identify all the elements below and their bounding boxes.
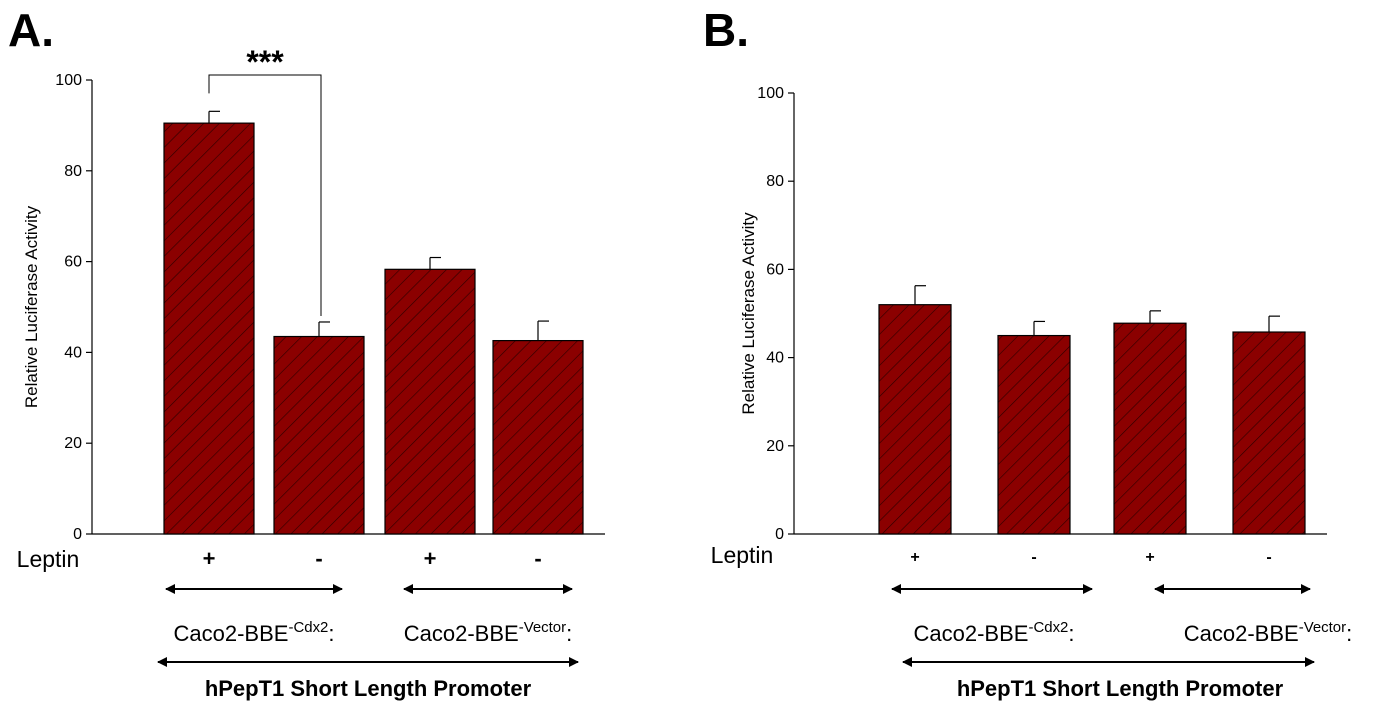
group-label-tail: : bbox=[1068, 621, 1074, 646]
group-label-superscript: -Vector bbox=[519, 619, 566, 636]
y-tick-label: 40 bbox=[64, 344, 82, 361]
y-tick-label: 60 bbox=[766, 261, 784, 278]
bar bbox=[1232, 331, 1306, 535]
y-tick-label: 100 bbox=[757, 85, 784, 102]
group-label-tail: : bbox=[328, 621, 334, 646]
bar bbox=[997, 334, 1071, 535]
group-label: Caco2-BBE-Cdx2: bbox=[174, 619, 335, 646]
y-tick-label: 60 bbox=[64, 254, 82, 271]
y-tick-label: 20 bbox=[64, 435, 82, 452]
leptin-sign: + bbox=[1145, 549, 1154, 566]
group-label: Caco2-BBE-Cdx2: bbox=[914, 619, 1075, 646]
bar bbox=[384, 268, 476, 535]
panel-label: A. bbox=[8, 4, 54, 56]
y-tick-label: 80 bbox=[766, 173, 784, 190]
leptin-sign: - bbox=[1031, 549, 1036, 566]
significance-stars: *** bbox=[246, 44, 284, 80]
bar bbox=[1113, 322, 1187, 535]
bar bbox=[492, 339, 584, 535]
leptin-row-label: Leptin bbox=[711, 542, 774, 568]
group-label-superscript: -Cdx2 bbox=[1028, 619, 1068, 636]
bar bbox=[273, 335, 365, 535]
significance-bracket bbox=[208, 74, 322, 316]
y-tick-label: 80 bbox=[64, 163, 82, 180]
bar bbox=[878, 304, 952, 535]
promoter-label: hPepT1 Short Length Promoter bbox=[205, 676, 532, 701]
leptin-sign: + bbox=[910, 549, 919, 566]
leptin-sign: + bbox=[424, 546, 437, 571]
group-label: Caco2-BBE-Vector: bbox=[404, 619, 572, 646]
panel-label: B. bbox=[703, 4, 749, 56]
y-axis-label: Relative Luciferase Activity bbox=[739, 212, 758, 415]
panel-b: B. Relative Luciferase Activity 0 20 40 60 80 1… bbox=[703, 4, 1352, 701]
group-label-base: Caco2-BBE bbox=[174, 621, 289, 646]
y-tick-label: 20 bbox=[766, 438, 784, 455]
panel-a: A. Relative Luciferase Activity 0 20 40 60 80 1… bbox=[8, 4, 605, 701]
promoter-label: hPepT1 Short Length Promoter bbox=[957, 676, 1284, 701]
group-label-tail: : bbox=[566, 621, 572, 646]
group-label-base: Caco2-BBE bbox=[404, 621, 519, 646]
group-label: Caco2-BBE-Vector: bbox=[1184, 619, 1352, 646]
leptin-sign: - bbox=[534, 546, 541, 571]
leptin-sign: - bbox=[315, 546, 322, 571]
group-label-tail: : bbox=[1346, 621, 1352, 646]
bar bbox=[163, 122, 255, 535]
y-tick-label: 0 bbox=[775, 526, 784, 543]
group-label-superscript: -Cdx2 bbox=[288, 619, 328, 636]
y-tick-label: 40 bbox=[766, 350, 784, 367]
group-label-superscript: -Vector bbox=[1299, 619, 1346, 636]
group-label-base: Caco2-BBE bbox=[1184, 621, 1299, 646]
group-label-base: Caco2-BBE bbox=[914, 621, 1029, 646]
y-tick-label: 100 bbox=[55, 72, 82, 89]
y-tick-label: 0 bbox=[73, 526, 82, 543]
leptin-sign: + bbox=[203, 546, 216, 571]
y-axis-label: Relative Luciferase Activity bbox=[22, 205, 41, 408]
leptin-row-label: Leptin bbox=[17, 546, 80, 572]
leptin-sign: - bbox=[1266, 549, 1271, 566]
